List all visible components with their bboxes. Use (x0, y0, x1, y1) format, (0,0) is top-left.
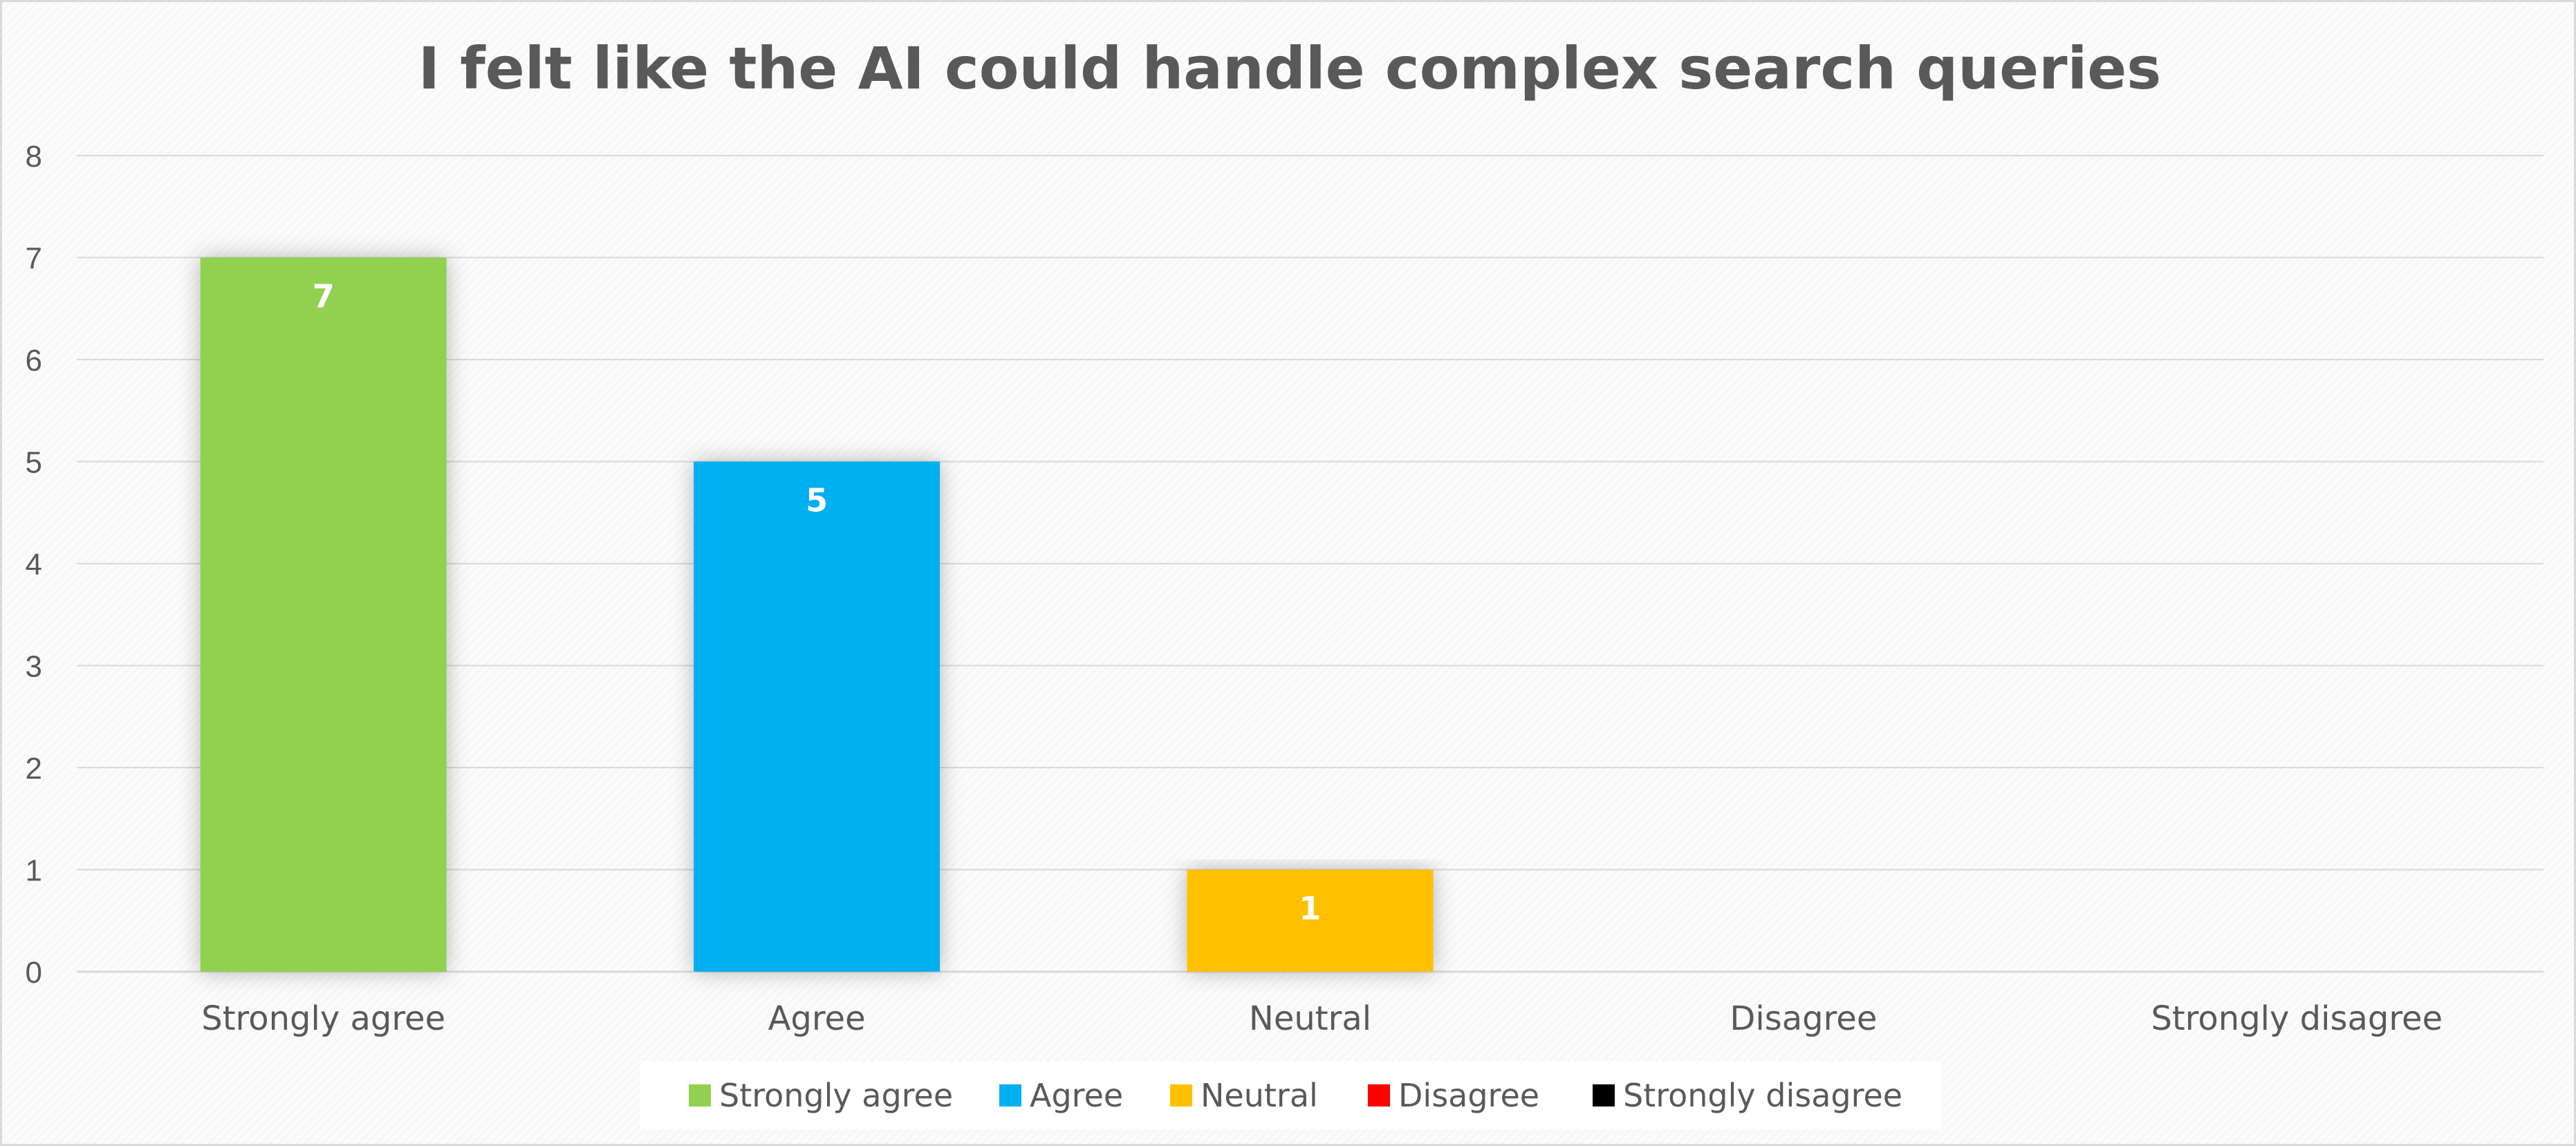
bar-agree (694, 461, 940, 972)
legend-swatch (1593, 1084, 1615, 1107)
x-tick-label: Agree (768, 999, 866, 1038)
data-label: 1 (1299, 890, 1321, 927)
bars (200, 257, 1434, 972)
bar-neutral (1187, 869, 1434, 972)
x-axis: Strongly agree Agree Neutral Disagree Strong… (201, 999, 2443, 1038)
y-tick-label: 0 (26, 956, 42, 990)
legend-swatch (689, 1084, 711, 1107)
gridlines (77, 155, 2543, 973)
legend-swatch (1368, 1084, 1390, 1107)
y-tick-label: 5 (26, 446, 42, 480)
y-tick-label: 8 (26, 140, 42, 174)
y-axis: 0 1 2 3 4 5 6 7 8 (26, 140, 42, 990)
legend-swatch (1170, 1084, 1192, 1107)
x-tick-label: Strongly disagree (2151, 999, 2443, 1038)
y-tick-label: 3 (26, 650, 42, 684)
legend-label: Agree (1030, 1077, 1123, 1114)
y-tick-label: 4 (26, 548, 42, 582)
data-labels: 7 5 1 (313, 278, 1322, 927)
legend-label: Neutral (1201, 1077, 1318, 1114)
y-tick-label: 1 (26, 854, 42, 888)
data-label: 5 (806, 482, 828, 519)
y-tick-label: 6 (26, 344, 42, 378)
legend-label: Strongly disagree (1623, 1077, 1902, 1114)
x-tick-label: Neutral (1249, 999, 1371, 1038)
y-tick-label: 7 (26, 242, 42, 276)
chart-title: I felt like the AI could handle complex … (418, 35, 2162, 102)
data-label: 7 (313, 278, 335, 315)
y-tick-label: 2 (26, 752, 42, 786)
x-tick-label: Strongly agree (201, 999, 445, 1038)
legend: Strongly agree Agree Neutral Disagree Strong… (640, 1062, 1941, 1129)
legend-label: Disagree (1398, 1077, 1539, 1114)
legend-label: Strongly agree (719, 1077, 953, 1114)
legend-swatch (999, 1084, 1021, 1107)
bar-strongly-agree (200, 257, 447, 972)
x-tick-label: Disagree (1730, 999, 1877, 1038)
legend-box (640, 1062, 1941, 1129)
